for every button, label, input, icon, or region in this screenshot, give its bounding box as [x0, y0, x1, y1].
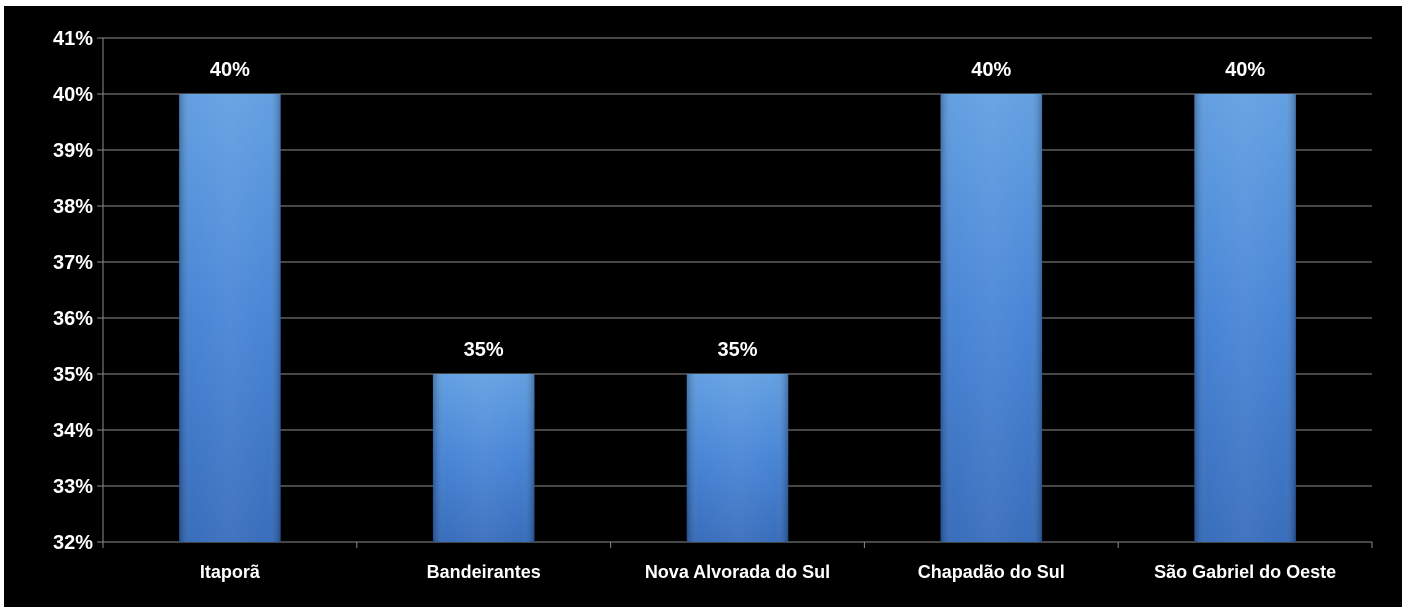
bar-shading [940, 94, 1043, 542]
y-tick-label: 39% [53, 140, 93, 162]
x-category-label: Chapadão do Sul [918, 562, 1065, 582]
data-label: 40% [971, 59, 1011, 81]
y-tick-label: 40% [53, 84, 93, 106]
data-label: 40% [1225, 59, 1265, 81]
y-tick-label: 36% [53, 308, 93, 330]
y-tick-label: 35% [53, 364, 93, 386]
y-tick-label: 38% [53, 196, 93, 218]
bar-shading [686, 374, 789, 542]
data-label: 40% [210, 59, 250, 81]
bar-shading [179, 94, 281, 542]
data-label: 35% [464, 339, 504, 361]
y-tick-label: 37% [53, 252, 93, 274]
x-category-label: São Gabriel do Oeste [1154, 562, 1336, 582]
bar-chart: 32% 33% 34% 35% 36% 37% 38% 39% 40% 41% 40% Itaporã… [4, 6, 1402, 607]
y-tick-label: 32% [53, 532, 93, 554]
x-category-label: Bandeirantes [427, 562, 541, 582]
bars [179, 94, 1296, 542]
bar-shading [432, 374, 535, 542]
labels: 32% 33% 34% 35% 36% 37% 38% 39% 40% 41% 40% Itaporã… [53, 28, 1336, 582]
y-tick-label: 34% [53, 420, 93, 442]
data-label: 35% [717, 339, 757, 361]
y-tick-label: 41% [53, 28, 93, 50]
x-category-label: Itaporã [200, 562, 261, 582]
x-category-label: Nova Alvorada do Sul [645, 562, 830, 582]
bar-shading [1194, 94, 1296, 542]
y-tick-label: 33% [53, 476, 93, 498]
